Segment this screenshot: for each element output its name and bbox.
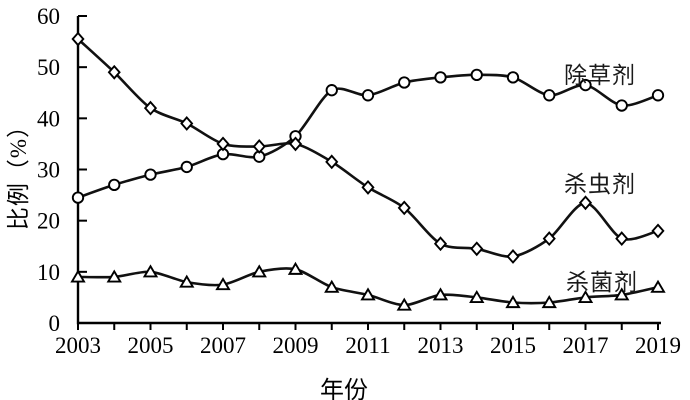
insecticide-marker-diamond (216, 136, 230, 152)
herbicide-marker-circle (144, 168, 157, 181)
insecticide-marker-diamond (252, 139, 266, 154)
herbicide-marker-circle (71, 191, 85, 204)
fungicide-marker-triangle (396, 297, 412, 311)
insecticide-marker-diamond (470, 241, 484, 257)
herbicide-marker-circle (506, 71, 520, 84)
herbicide-marker-circle (543, 89, 556, 102)
fungicide-marker-triangle (614, 287, 630, 301)
insecticide-marker-diamond (615, 231, 629, 247)
fungicide-marker-triangle (432, 287, 449, 301)
x-tick-label: 2019 (635, 333, 681, 358)
insecticide-marker-diamond (71, 31, 85, 47)
y-tick-label: 40 (37, 106, 60, 131)
insecticide-marker-diamond (180, 116, 194, 131)
series-label-herbicide: 除草剂 (564, 63, 636, 88)
y-tick-label: 30 (37, 158, 60, 183)
y-tick-label: 0 (49, 311, 61, 336)
x-axis-title: 年份 (320, 378, 368, 400)
y-tick-label: 10 (37, 260, 60, 285)
herbicide-marker-circle (579, 78, 592, 92)
insecticide-marker-diamond (397, 200, 411, 216)
herbicide-marker-circle (398, 76, 411, 89)
fungicide-marker-triangle (324, 279, 340, 293)
fungicide-marker-triangle (650, 279, 666, 293)
y-tick-label: 60 (37, 4, 60, 29)
insecticide-marker-diamond (325, 154, 339, 170)
insecticide-marker-diamond (433, 236, 448, 252)
herbicide-marker-circle (108, 178, 121, 192)
herbicide-marker-circle (325, 84, 338, 97)
series-label-fungicide: 杀菌剂 (566, 270, 638, 295)
insecticide-marker-diamond (651, 223, 665, 239)
fungicide-marker-triangle (70, 269, 86, 283)
x-tick-label: 2003 (55, 333, 101, 358)
herbicide-marker-circle (180, 160, 193, 174)
y-tick-label: 20 (37, 209, 60, 234)
fungicide-marker-triangle (287, 261, 304, 275)
herbicide-marker-circle (434, 71, 447, 84)
herbicide-marker-circle (651, 89, 665, 102)
fungicide-marker-triangle (360, 287, 376, 301)
insecticide-marker-diamond (143, 100, 158, 116)
x-tick-label: 2015 (490, 333, 536, 358)
insecticide-marker-diamond (578, 195, 593, 211)
x-tick-label: 2011 (345, 333, 390, 358)
fungicide-marker-triangle (541, 295, 557, 309)
fungicide-marker-triangle (106, 269, 122, 283)
fungicide-marker-triangle (577, 289, 594, 303)
fungicide-marker-triangle (505, 295, 521, 309)
insecticide-marker-diamond (288, 136, 303, 152)
x-tick-label: 2005 (128, 333, 174, 358)
insecticide-marker-diamond (506, 249, 520, 264)
herbicide-marker-circle (615, 99, 628, 112)
x-tick-label: 2009 (273, 333, 319, 358)
fungicide-marker-triangle (179, 274, 195, 288)
fungicide-marker-triangle (215, 277, 231, 291)
series-label-insecticide: 杀虫剂 (564, 172, 636, 197)
fungicide-marker-triangle (469, 289, 485, 303)
y-tick-label: 50 (37, 55, 60, 80)
insecticide-marker-diamond (542, 231, 556, 247)
fungicide-marker-triangle (142, 264, 159, 278)
x-tick-label: 2007 (200, 333, 246, 358)
x-tick-label: 2017 (563, 333, 609, 358)
x-tick-label: 2013 (418, 333, 464, 358)
insecticide-marker-diamond (361, 179, 375, 195)
y-axis-title: 比例（%） (6, 113, 31, 231)
herbicide-marker-circle (470, 68, 483, 81)
fungicide-marker-triangle (251, 264, 267, 278)
herbicide-marker-circle (361, 89, 375, 102)
insecticide-marker-diamond (107, 64, 121, 80)
